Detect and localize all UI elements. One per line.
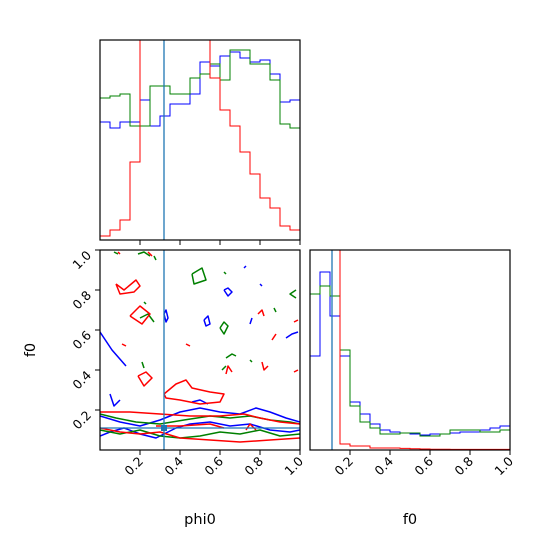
f0-marginal-frame <box>309 249 511 451</box>
contour-red <box>257 309 265 317</box>
f0-marginal-x-tick-label: 0.2 <box>331 454 356 479</box>
f0-marginal-x-tick-label: 0.8 <box>451 453 476 478</box>
contour-red <box>293 319 299 323</box>
contour-x-tick-label: 0.4 <box>161 453 186 478</box>
x-axis-label-phi0: phi0 <box>184 512 216 528</box>
contour-red <box>121 343 127 347</box>
phi0-marginal-histogram-panel <box>99 39 301 245</box>
f0-marginal-x-tick-label: 0.6 <box>411 453 436 478</box>
contour-red <box>185 343 191 347</box>
contour-red <box>100 427 300 443</box>
contour-red <box>117 251 121 255</box>
contour-red <box>261 361 269 371</box>
contour-y-tick-label: 1.0 <box>69 247 94 272</box>
contour-y-tick-label: 0.8 <box>69 287 94 312</box>
contour-plot-area <box>100 250 300 450</box>
contour-blue <box>100 331 127 367</box>
contour-blue <box>100 407 300 427</box>
contour-green <box>139 313 155 323</box>
contour-green <box>221 365 227 371</box>
phi0-marginal-histogram-red <box>100 40 300 237</box>
contour-green <box>273 307 277 313</box>
contour-blue <box>163 309 169 323</box>
contour-y-tick-label: 0.6 <box>69 327 94 352</box>
contour-x-tick-label: 0.2 <box>121 454 146 479</box>
contour-x-tick-label: 0.6 <box>201 453 226 478</box>
contour-green <box>113 251 119 255</box>
contour-green <box>153 255 157 261</box>
contour-red <box>129 305 151 325</box>
contour-green <box>289 289 297 299</box>
f0-marginal-x-tick-label: 1.0 <box>491 453 516 478</box>
phi0-f0-contour-panel: 0.2 0.4 0.6 0.8 1.0 0.2 0.4 0.6 0.8 1.0 <box>69 247 306 478</box>
contour-green <box>141 361 145 369</box>
contour-red <box>115 279 141 295</box>
contour-red <box>163 379 225 405</box>
f0-marginal-plot-area <box>310 250 510 450</box>
contour-red <box>225 365 233 375</box>
contour-green <box>225 353 237 359</box>
contour-blue <box>223 287 233 297</box>
contour-blue <box>203 315 211 327</box>
contour-green <box>249 359 253 363</box>
contour-frame <box>99 249 301 451</box>
contour-green <box>191 267 207 285</box>
contour-y-tick-label: 0.2 <box>69 408 94 433</box>
f0-marginal-x-tick-label: 0.4 <box>371 453 396 478</box>
contour-blue <box>259 283 263 287</box>
x-axis-label-f0: f0 <box>403 512 417 528</box>
contour-green <box>137 251 151 257</box>
contour-red <box>271 333 277 341</box>
contour-green <box>219 321 229 335</box>
contour-green <box>100 429 300 439</box>
phi0-marginal-frame <box>99 39 301 241</box>
contour-red <box>137 371 153 387</box>
contour-x-tick-label: 1.0 <box>281 453 306 478</box>
contour-green <box>223 271 227 275</box>
contour-blue <box>243 265 247 269</box>
f0-marginal-histogram-red <box>339 250 510 450</box>
contour-blue <box>285 331 299 339</box>
phi0-marginal-plot-area <box>100 40 300 240</box>
contour-green <box>143 301 147 305</box>
phi0-marginal-histogram-green <box>100 49 300 129</box>
f0-marginal-histogram-panel: 0.2 0.4 0.6 0.8 1.0 <box>309 249 516 479</box>
contour-red <box>147 251 153 257</box>
contour-blue <box>249 317 253 325</box>
contour-x-tick-label: 0.8 <box>241 453 266 478</box>
contour-red <box>100 411 300 425</box>
y-axis-label-f0: f0 <box>23 343 39 357</box>
contour-blue <box>109 393 121 407</box>
contour-y-tick-label: 0.4 <box>69 367 94 392</box>
contour-red <box>156 423 225 429</box>
contour-blue <box>191 399 209 405</box>
contour-truth-marker <box>161 425 167 431</box>
contour-red <box>293 369 299 373</box>
